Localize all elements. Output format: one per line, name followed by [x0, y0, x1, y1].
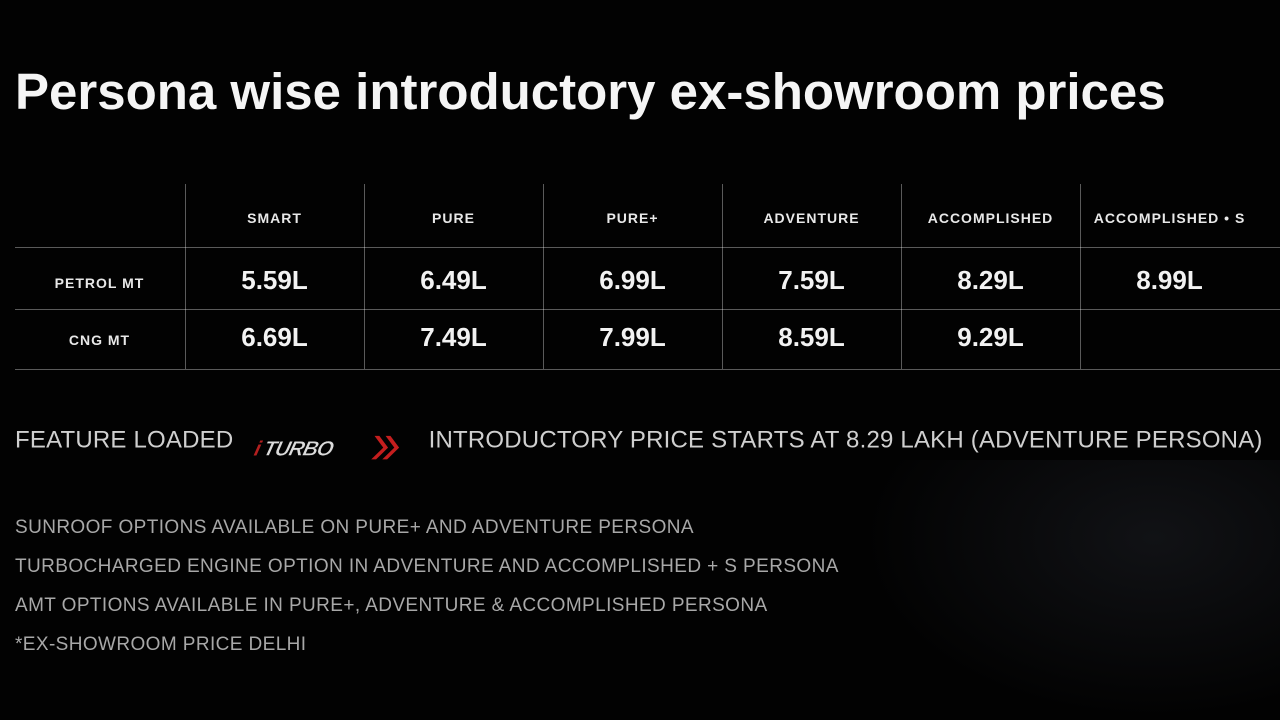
svg-text:TURBO: TURBO — [261, 438, 337, 461]
